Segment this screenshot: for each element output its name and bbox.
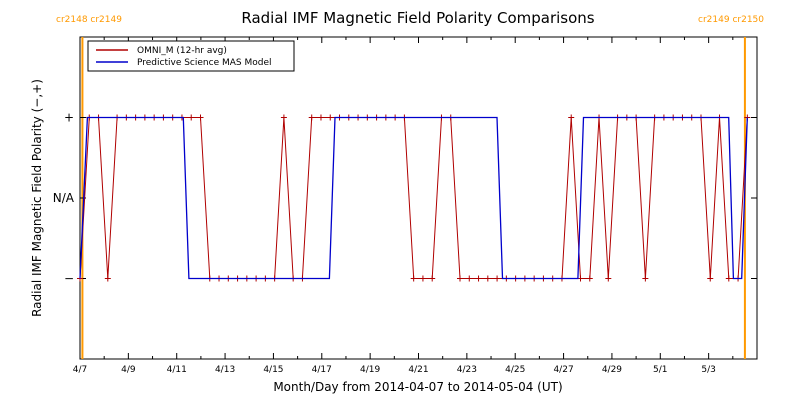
- data-point: [466, 275, 473, 282]
- data-point: [280, 114, 287, 121]
- rotation-marker-label: cr2149 cr2150: [698, 15, 764, 25]
- x-tick-label: 4/21: [408, 365, 428, 375]
- legend-label-omni: OMNI_M (12-hr avg): [137, 46, 227, 56]
- data-point: [707, 275, 714, 282]
- legend-box: [87, 40, 295, 72]
- rotation-marker-label: cr2148 cr2149: [56, 15, 122, 25]
- data-point: [197, 114, 204, 121]
- data-point: [605, 275, 612, 282]
- data-point: [104, 275, 111, 282]
- data-point: [308, 114, 315, 121]
- x-tick-label: 4/25: [505, 365, 525, 375]
- x-tick-label: 4/19: [360, 365, 380, 375]
- x-tick-label: 5/3: [701, 365, 715, 375]
- y-axis-label: Radial IMF Magnetic Field Polarity (−,+): [30, 79, 44, 317]
- data-point: [475, 275, 482, 282]
- data-point: [419, 275, 426, 282]
- x-tick-label: 4/27: [553, 365, 573, 375]
- data-point: [642, 275, 649, 282]
- series-layer: [77, 114, 751, 282]
- y-tick-label: N/A: [53, 191, 75, 205]
- data-point: [410, 275, 417, 282]
- x-tick-label: 4/15: [263, 365, 283, 375]
- data-point: [494, 275, 501, 282]
- data-point: [725, 275, 732, 282]
- x-tick-label: 4/17: [312, 365, 332, 375]
- data-point: [484, 275, 491, 282]
- y-tick-label: +: [64, 111, 74, 125]
- data-point: [188, 114, 195, 121]
- x-tick-label: 4/7: [73, 365, 87, 375]
- x-tick-label: 4/11: [167, 365, 187, 375]
- x-tick-label: 4/29: [602, 365, 622, 375]
- legend: OMNI_M (12-hr avg) Predictive Science MA…: [87, 40, 295, 72]
- chart-title: Radial IMF Magnetic Field Polarity Compa…: [241, 9, 594, 27]
- data-point: [429, 275, 436, 282]
- x-tick-label: 4/13: [215, 365, 235, 375]
- series-line-mas: [79, 116, 748, 280]
- x-axis-label: Month/Day from 2014-04-07 to 2014-05-04 …: [273, 380, 562, 394]
- y-tick-label: −: [64, 272, 74, 286]
- legend-label-mas: Predictive Science MAS Model: [137, 58, 272, 68]
- x-tick-label: 5/1: [653, 365, 667, 375]
- data-point: [457, 275, 464, 282]
- y-axis-ticks: + N/A −: [53, 111, 757, 286]
- data-point: [586, 275, 593, 282]
- x-axis-ticks: 4/7 4/9 4/11 4/13 4/15 4/17 4/19 4/21 4/23 4/25 4/…: [73, 37, 734, 375]
- data-point: [568, 114, 575, 121]
- data-point: [317, 114, 324, 121]
- data-point: [327, 114, 334, 121]
- x-tick-label: 4/23: [457, 365, 477, 375]
- x-tick-label: 4/9: [121, 365, 136, 375]
